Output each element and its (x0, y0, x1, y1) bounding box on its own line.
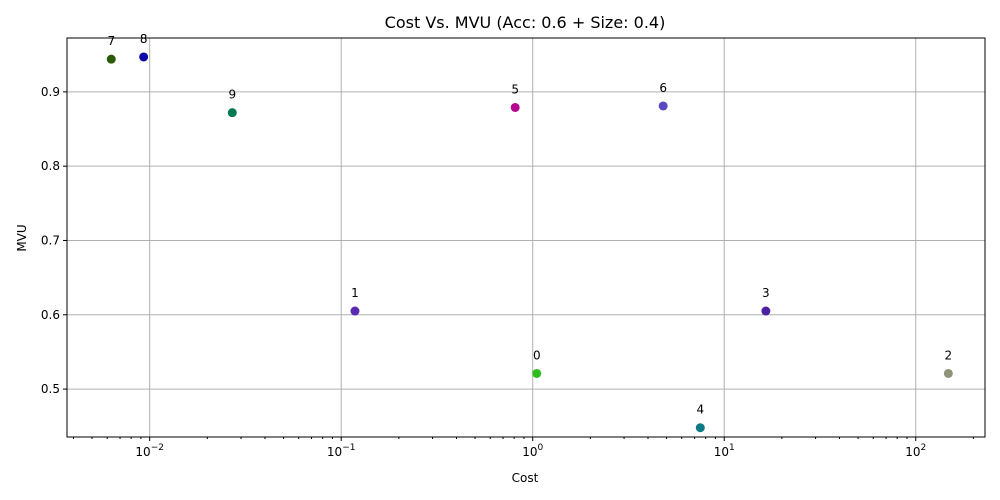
x-axis-label: Cost (512, 471, 539, 485)
scatter-point (532, 368, 542, 378)
y-tick-label: 0.8 (41, 159, 60, 173)
point-label: 3 (762, 286, 770, 300)
x-tick-label: 100 (522, 443, 543, 459)
scatter-point (139, 52, 149, 62)
y-axis-ticks: 0.5 0.6 0.7 0.8 0.9 (41, 85, 67, 396)
x-axis-ticks: 10−2 10−1 100 101 102 (72, 437, 974, 459)
scatter-point (350, 306, 360, 316)
scatter-point (695, 423, 705, 433)
scatter-point (658, 101, 668, 111)
scatter-point (510, 102, 520, 112)
y-tick-label: 0.7 (41, 233, 60, 247)
point-label: 8 (140, 32, 148, 46)
point-label: 7 (107, 34, 115, 48)
scatter-point (943, 368, 953, 378)
y-tick-label: 0.9 (41, 85, 60, 99)
point-label: 5 (511, 82, 519, 96)
x-tick-label: 102 (905, 443, 926, 459)
x-tick-label: 10−2 (135, 443, 164, 459)
point-label: 6 (659, 81, 667, 95)
data-points: 0 1 2 3 4 5 6 7 8 9 (106, 32, 953, 433)
point-label: 1 (351, 286, 359, 300)
point-label: 0 (533, 348, 541, 362)
x-tick-label: 10−1 (327, 443, 356, 459)
scatter-point (106, 54, 116, 64)
x-tick-label: 101 (714, 443, 735, 459)
y-tick-label: 0.6 (41, 308, 60, 322)
chart-title: Cost Vs. MVU (Acc: 0.6 + Size: 0.4) (385, 13, 666, 32)
scatter-point (761, 306, 771, 316)
y-axis-label: MVU (15, 224, 29, 251)
grid-lines (67, 38, 985, 437)
scatter-point (227, 108, 237, 118)
point-label: 2 (945, 348, 953, 362)
y-tick-label: 0.5 (41, 382, 60, 396)
point-label: 9 (228, 88, 236, 102)
point-label: 4 (696, 403, 704, 417)
plot-frame (66, 37, 986, 438)
